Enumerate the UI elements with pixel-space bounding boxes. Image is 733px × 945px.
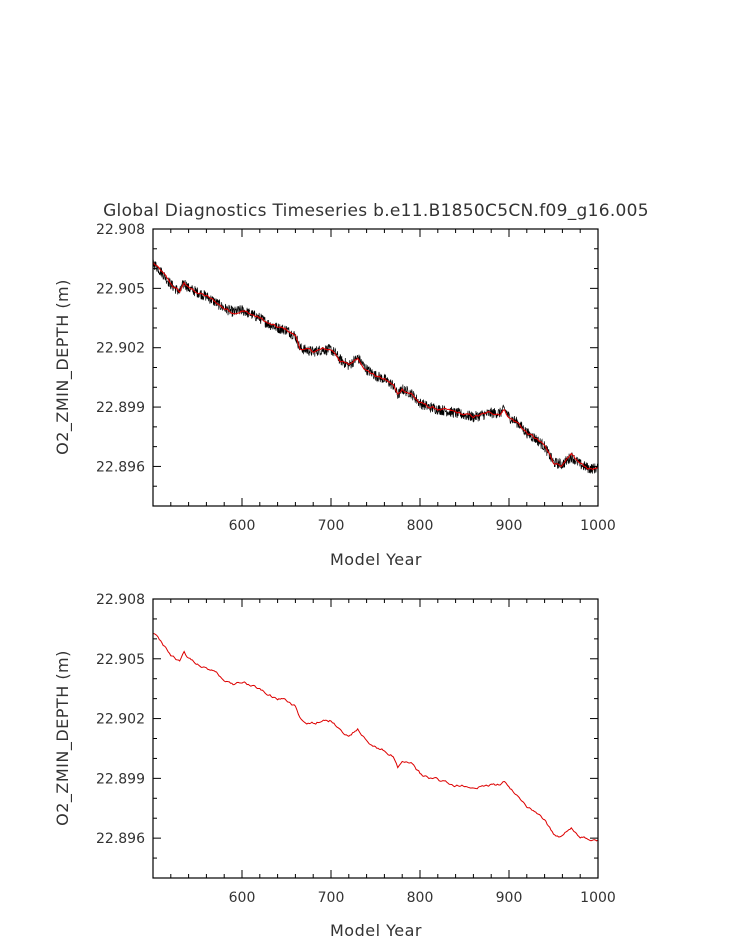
- bottom-chart-panel: 600 700 800 900 1000 22.896 22.899 22.902 22.905…: [53, 592, 616, 940]
- x-tick-label: 600: [229, 518, 256, 534]
- raw-series-line: [152, 259, 599, 474]
- smoothed-series-layer: [152, 261, 599, 471]
- x-tick-label: 1000: [580, 890, 616, 906]
- top-y-axis-label: O2_ZMIN_DEPTH (m): [53, 279, 73, 455]
- y-tick-label: 22.896: [96, 831, 145, 847]
- top-tick-labels: 600 700 800 900 1000 22.896 22.899 22.902 22.905…: [96, 222, 616, 534]
- chart-title: Global Diagnostics Timeseries b.e11.B185…: [103, 201, 649, 221]
- y-tick-label: 22.908: [96, 592, 145, 608]
- top-x-axis-label: Model Year: [330, 550, 422, 569]
- top-axis-ticks: [153, 228, 599, 507]
- y-tick-label: 22.899: [96, 400, 145, 416]
- y-tick-label: 22.905: [96, 652, 145, 668]
- y-tick-label: 22.905: [96, 281, 145, 297]
- x-tick-label: 700: [318, 518, 345, 534]
- x-tick-label: 900: [496, 518, 523, 534]
- x-tick-label: 700: [318, 890, 345, 906]
- y-tick-label: 22.899: [96, 771, 145, 787]
- bottom-tick-labels: 600 700 800 900 1000 22.896 22.899 22.902 22.905…: [96, 592, 616, 906]
- x-tick-label: 900: [496, 890, 523, 906]
- x-tick-label: 800: [407, 518, 434, 534]
- bottom-plot-frame: [152, 598, 599, 879]
- y-tick-label: 22.896: [96, 459, 145, 475]
- bottom-y-axis-label: O2_ZMIN_DEPTH (m): [53, 650, 73, 826]
- smoothed-series-line: [152, 261, 599, 471]
- y-tick-label: 22.902: [96, 341, 145, 357]
- raw-series-layer: [152, 259, 599, 474]
- top-plot-frame: [152, 228, 599, 507]
- x-tick-label: 800: [407, 890, 434, 906]
- x-tick-label: 600: [229, 890, 256, 906]
- bottom-x-axis-label: Model Year: [330, 921, 422, 940]
- y-tick-label: 22.908: [96, 222, 145, 238]
- bottom-axis-ticks: [153, 598, 599, 879]
- series-line: [152, 632, 599, 842]
- top-chart-panel: 600 700 800 900 1000 22.896 22.899 22.902 22.905…: [53, 222, 616, 569]
- x-tick-label: 1000: [580, 518, 616, 534]
- series-layer: [152, 632, 599, 842]
- y-tick-label: 22.902: [96, 712, 145, 728]
